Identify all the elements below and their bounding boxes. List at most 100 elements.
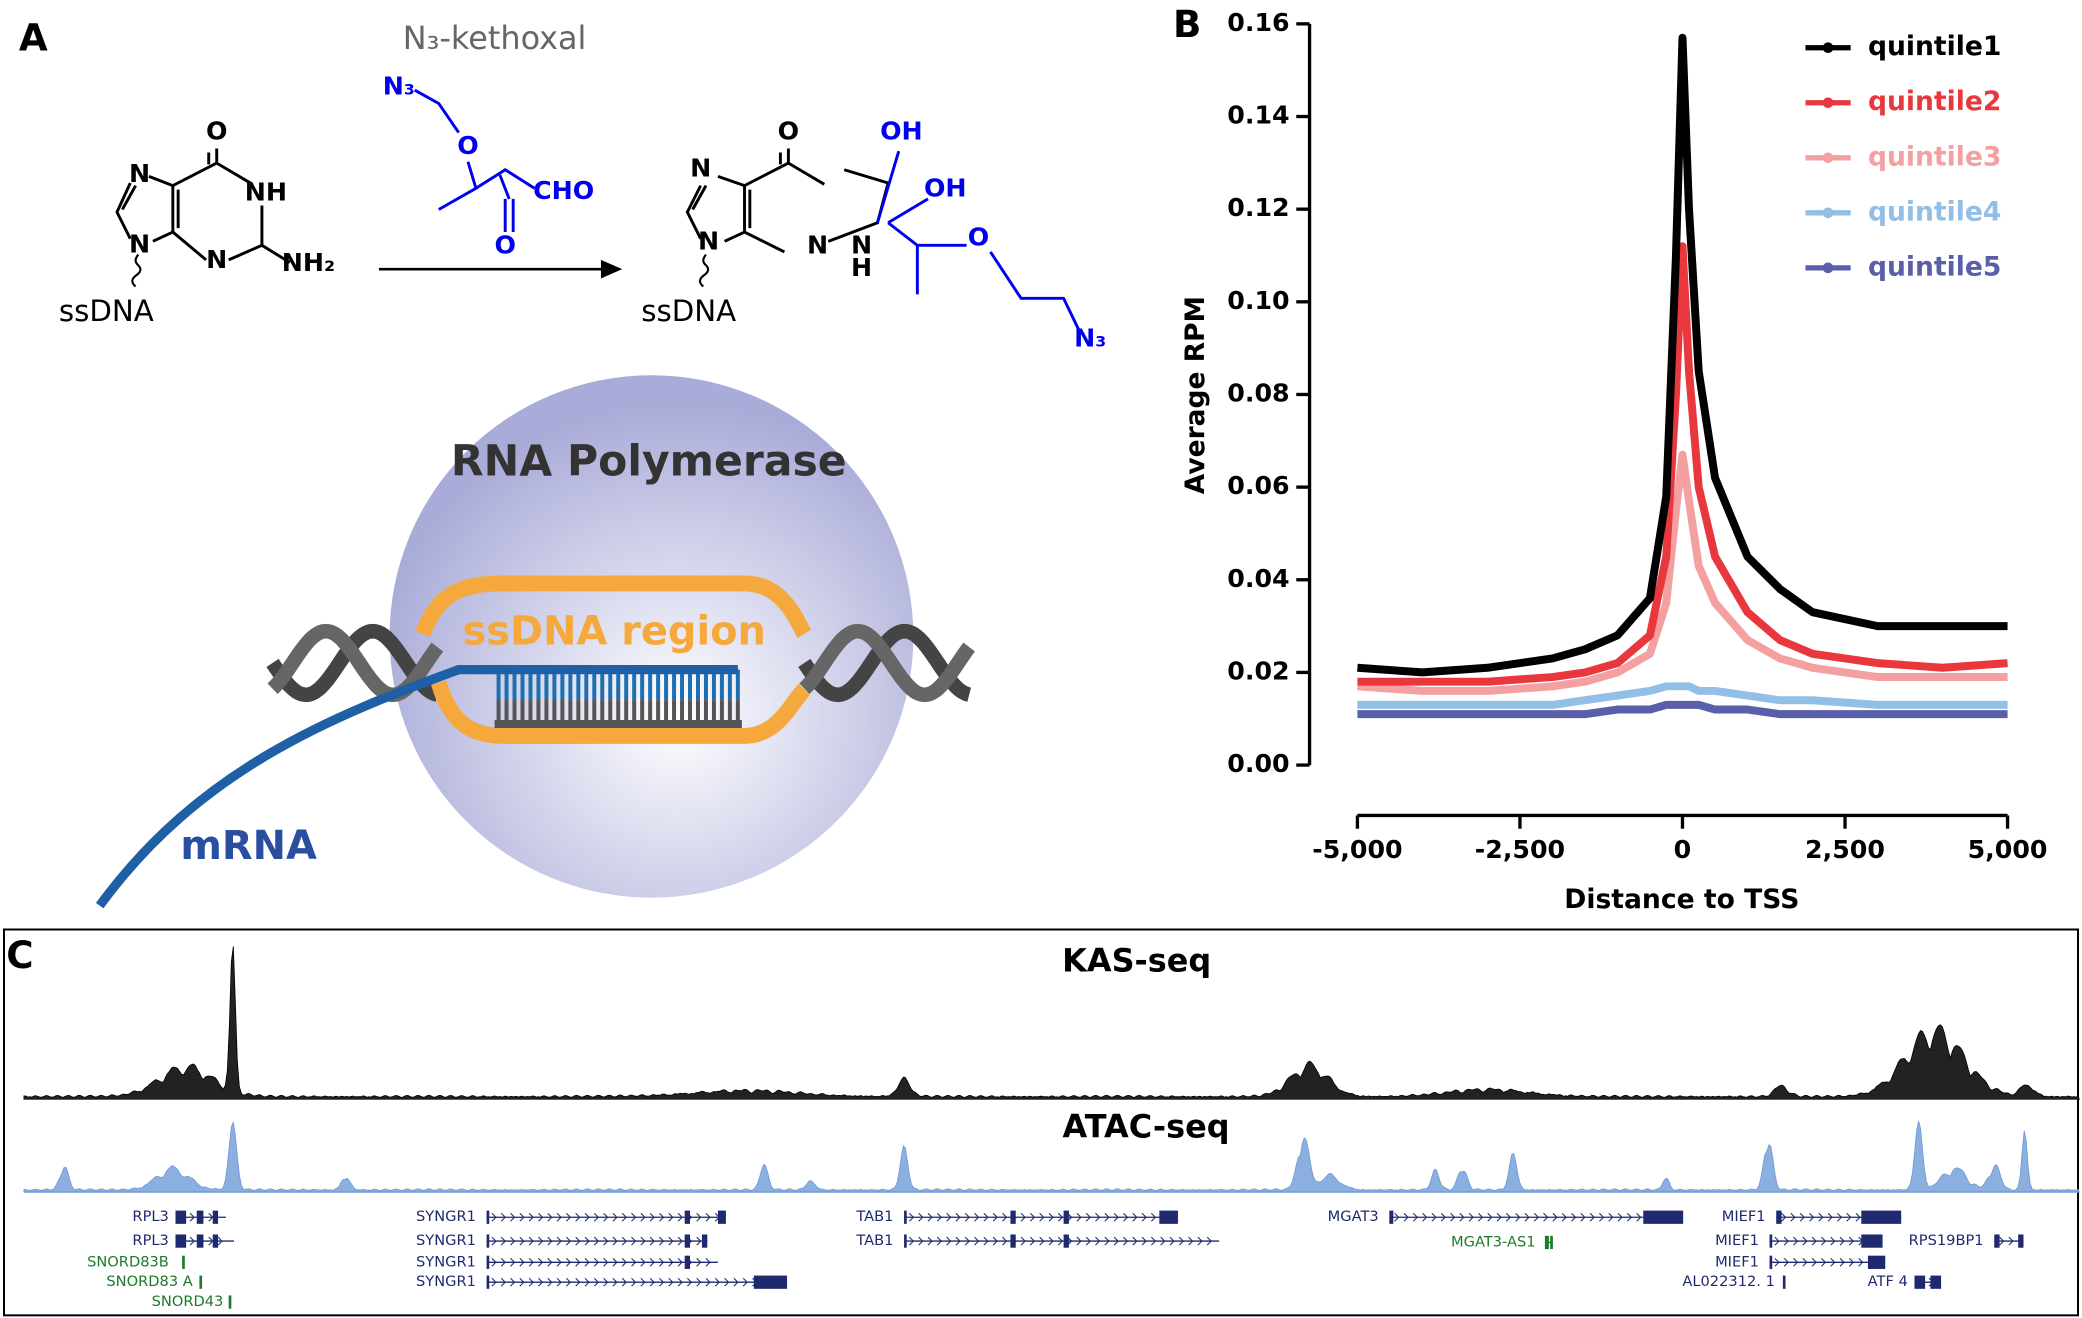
strand-arrow [575,1236,581,1246]
x-tick-label: -2,500 [1475,835,1565,864]
exon [1994,1234,2000,1248]
strand-arrow [556,1277,562,1287]
strand-arrow [593,1257,600,1267]
strand-arrow [612,1277,618,1287]
strand-arrow [677,1257,683,1267]
strand-arrow [1848,1236,1855,1246]
strand-arrow [556,1236,562,1246]
strand-arrow [1626,1212,1633,1222]
gene-label: RPL3 [132,1232,168,1249]
y-tick-label: 0.10 [1227,286,1289,315]
strand-arrow [1478,1212,1484,1222]
strand-arrow [1793,1236,1799,1246]
strand-arrow [909,1236,915,1246]
exon [196,1210,204,1224]
bubble-label: ssDNA region [463,608,766,654]
y-tick-label: 0.08 [1227,378,1289,407]
atom-label: N [690,154,711,183]
strand-arrow [1846,1212,1852,1222]
strand-arrow [189,1212,195,1222]
strand-arrow [491,1257,497,1267]
panel-label: B [1173,2,1201,46]
atom-label: OH [924,174,967,203]
strand-arrow [556,1257,562,1267]
strand-arrow [705,1277,711,1287]
strand-arrow [1468,1212,1474,1222]
strand-arrow [1085,1236,1091,1246]
strand-arrow [1855,1212,1861,1222]
strand-arrow [918,1212,924,1222]
atom-label: CHO [533,176,594,205]
gene-models: RPL3 RPL3 SNORD83B SNORD83 A SNORD43 SYNGR1 SY… [87,1208,2024,1310]
strand-arrow [1459,1212,1465,1222]
strand-arrow [1802,1257,1808,1267]
strand-arrow [1160,1236,1166,1246]
legend-label: quintile2 [1868,86,2001,117]
strand-arrow [677,1236,683,1246]
exon [1782,1275,1786,1289]
x-tick-label: 0 [1674,835,1692,864]
strand-arrow [640,1236,646,1246]
atom-label: O [457,131,478,160]
strand-arrow [677,1277,683,1287]
gene-label: SNORD43 [152,1293,224,1310]
strand-arrow [1085,1212,1091,1222]
strand-arrow [1169,1236,1175,1246]
strand-arrow [1617,1212,1623,1222]
strand-arrow [1821,1236,1827,1246]
strand-arrow [659,1212,665,1222]
strand-arrow [705,1257,711,1267]
y-tick-label: 0.00 [1227,749,1289,778]
strand-arrow [964,1212,970,1222]
gene-label: AL022312. 1 [1682,1273,1775,1290]
strand-arrow [714,1277,721,1287]
y-axis-title: Average RPM [1180,296,1211,494]
strand-arrow [668,1277,674,1287]
strand-arrow [1002,1236,1008,1246]
strand-arrow [1561,1212,1567,1222]
atom-label: N [851,231,872,260]
exon [1159,1210,1178,1224]
atom-label: OH [880,117,923,146]
panel-label: A [19,15,48,59]
strand-arrow [1515,1212,1521,1222]
strand-arrow [1487,1212,1493,1222]
reagent-name: N₃-kethoxal [403,19,587,57]
strand-arrow [1589,1212,1595,1222]
strand-arrow [510,1236,516,1246]
exon [1769,1255,1773,1269]
atom-label: H [851,253,872,282]
exon [701,1234,708,1248]
strand-arrow [649,1277,655,1287]
strand-arrow [1412,1212,1419,1222]
x-tick-label: -5,000 [1312,835,1402,864]
strand-arrow [519,1236,525,1246]
gene-label: SYNGR1 [416,1232,476,1249]
strand-arrow [612,1212,618,1222]
strand-arrow [1533,1212,1539,1222]
gene-label: TAB1 [855,1232,893,1249]
strand-arrow [1571,1212,1577,1222]
strand-arrow [1774,1236,1780,1246]
strand-arrow [983,1212,989,1222]
strand-arrow [705,1212,711,1222]
atom-label: N [698,227,719,256]
strand-arrow [1150,1236,1157,1246]
strand-arrow [538,1277,544,1287]
strand-arrow [1799,1212,1805,1222]
polymerase-title: RNA Polymerase [451,438,847,487]
strand-arrow [1188,1236,1194,1246]
legend-label: quintile1 [1868,31,2001,62]
strand-arrow [584,1236,590,1246]
dna-helix [798,623,971,703]
exon [486,1234,490,1248]
exon [1776,1210,1782,1224]
strand-arrow [927,1212,933,1222]
exon [1063,1234,1069,1248]
x-tick-label: 5,000 [1968,835,2048,864]
exon [1643,1210,1684,1224]
strand-arrow [1636,1212,1642,1222]
strand-arrow [565,1257,572,1267]
exon [196,1234,204,1248]
